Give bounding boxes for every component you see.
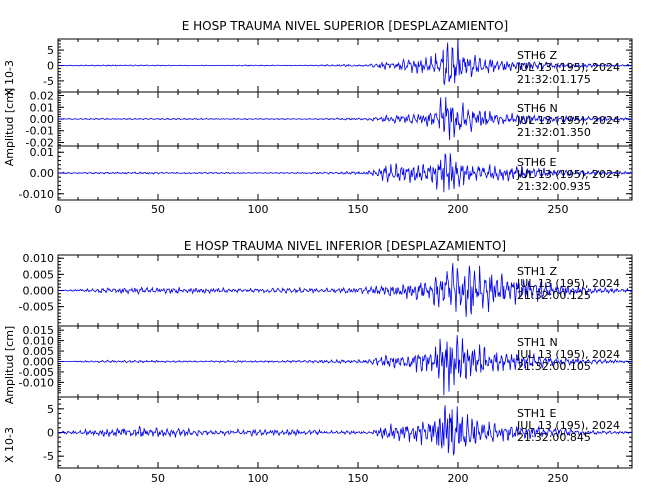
- x-tick-label: 0: [55, 472, 62, 485]
- trace-info-label: 21:32:00.105: [517, 360, 591, 373]
- waveform-line-sth6-e: [57, 153, 633, 193]
- y-tick-label: 0: [47, 427, 54, 440]
- waveform-line-sth1-e: [57, 405, 633, 456]
- x-tick-label: 250: [548, 472, 569, 485]
- y-tick-label: 0.01: [30, 101, 55, 114]
- waveform-line-sth1-z: [58, 263, 633, 317]
- trace-info-label: 21:32:00.845: [517, 431, 591, 444]
- x-tick-label: 0: [55, 203, 62, 216]
- trace-info-label: JUL 13 (195), 2024: [516, 61, 620, 74]
- y-tick-label: 0.00: [30, 113, 55, 126]
- y-axis-scale-label-superior: X 10-3: [3, 60, 16, 96]
- x-tick-label: 200: [448, 472, 469, 485]
- x-tick-label: 100: [248, 472, 269, 485]
- y-tick-label: 5: [47, 44, 54, 57]
- trace-info-label: JUL 13 (195), 2024: [516, 419, 620, 432]
- panel-title-superior: E HOSP TRAUMA NIVEL SUPERIOR [DESPLAZAMI…: [182, 19, 508, 33]
- y-tick-label: 0.02: [30, 90, 55, 103]
- trace-info-label: STH1 N: [517, 336, 558, 349]
- y-tick-label: 0: [47, 60, 54, 73]
- waveform-line-sth6-z: [57, 39, 633, 86]
- y-tick-label: 0.000: [23, 356, 55, 369]
- trace-info-label: STH6 Z: [517, 49, 557, 62]
- y-axis-scale-label-inferior: X 10-3: [3, 427, 16, 463]
- y-axis-label-inferior: Amplitud [cm]: [3, 326, 16, 404]
- x-tick-label: 50: [151, 203, 165, 216]
- panel-title-inferior: E HOSP TRAUMA NIVEL INFERIOR [DESPLAZAMI…: [184, 239, 506, 253]
- x-tick-label: 100: [248, 203, 269, 216]
- y-tick-label: 0.00: [30, 167, 55, 180]
- y-tick-label: 0.010: [23, 252, 55, 265]
- trace-info-label: JUL 13 (195), 2024: [516, 168, 620, 181]
- trace-info-label: 21:32:00.125: [517, 289, 591, 302]
- y-tick-label: 0.01: [30, 146, 55, 159]
- x-tick-label: 150: [348, 472, 369, 485]
- trace-info-label: JUL 13 (195), 2024: [516, 277, 620, 290]
- y-tick-label: 0.005: [23, 345, 55, 358]
- y-tick-label: -0.005: [19, 301, 54, 314]
- y-tick-label: 0.015: [23, 324, 55, 337]
- y-tick-label: -0.02: [26, 136, 54, 149]
- y-tick-label: -5: [43, 450, 54, 463]
- y-tick-label: -0.005: [19, 366, 54, 379]
- trace-info-label: STH1 E: [517, 407, 556, 420]
- y-tick-label: 0.010: [23, 335, 55, 348]
- trace-info-label: STH1 Z: [517, 265, 557, 278]
- trace-info-label: JUL 13 (195), 2024: [516, 114, 620, 127]
- y-axis-label-superior: Amplitud [cm]: [3, 88, 16, 166]
- x-tick-label: 150: [348, 203, 369, 216]
- y-tick-label: -0.010: [19, 376, 54, 389]
- x-tick-label: 50: [151, 472, 165, 485]
- trace-info-label: 21:32:01.350: [517, 126, 591, 139]
- x-tick-label: 250: [548, 203, 569, 216]
- trace-info-label: 21:32:01.175: [517, 73, 591, 86]
- trace-info-label: 21:32:00.935: [517, 180, 591, 193]
- y-tick-label: 5: [47, 403, 54, 416]
- y-tick-label: -0.010: [19, 188, 54, 201]
- y-tick-label: -0.01: [26, 125, 54, 138]
- x-tick-label: 200: [448, 203, 469, 216]
- waveform-line-sth6-n: [57, 96, 633, 141]
- waveform-line-sth1-n: [58, 334, 633, 396]
- y-tick-label: 0.005: [23, 268, 55, 281]
- y-tick-label: -5: [43, 75, 54, 88]
- trace-info-label: STH6 N: [517, 102, 558, 115]
- trace-info-label: STH6 E: [517, 156, 556, 169]
- trace-info-label: JUL 13 (195), 2024: [516, 348, 620, 361]
- y-tick-label: 0.000: [23, 285, 55, 298]
